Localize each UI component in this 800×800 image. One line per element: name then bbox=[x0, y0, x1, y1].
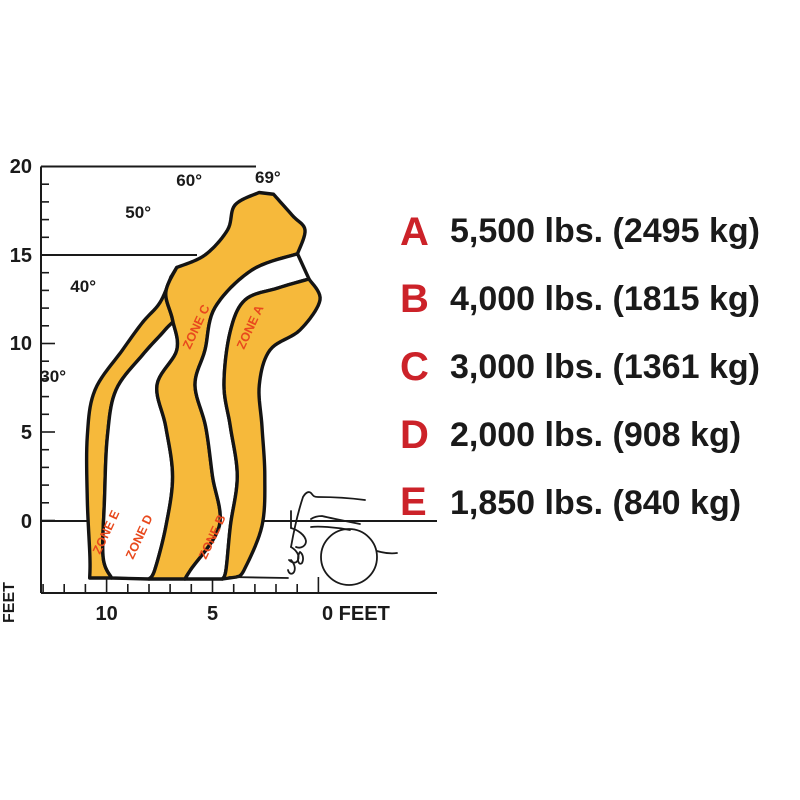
svg-text:0: 0 bbox=[21, 511, 32, 533]
svg-text:2,000 lbs. (908 kg): 2,000 lbs. (908 kg) bbox=[450, 416, 741, 454]
svg-text:4,000 lbs. (1815 kg): 4,000 lbs. (1815 kg) bbox=[450, 280, 760, 318]
svg-text:E: E bbox=[400, 480, 427, 524]
svg-text:A: A bbox=[400, 210, 429, 254]
svg-text:D: D bbox=[400, 413, 429, 457]
svg-text:30°: 30° bbox=[40, 367, 66, 386]
svg-text:B: B bbox=[400, 277, 429, 321]
svg-text:50°: 50° bbox=[125, 203, 151, 222]
svg-text:1,850 lbs. (840 kg): 1,850 lbs. (840 kg) bbox=[450, 484, 741, 522]
svg-text:40°: 40° bbox=[70, 277, 96, 296]
svg-text:C: C bbox=[400, 345, 429, 389]
svg-text:5: 5 bbox=[21, 422, 32, 444]
svg-text:FEET: FEET bbox=[1, 582, 18, 623]
svg-text:5,500 lbs. (2495 kg): 5,500 lbs. (2495 kg) bbox=[450, 212, 760, 250]
svg-text:60°: 60° bbox=[176, 171, 202, 190]
svg-text:69°: 69° bbox=[255, 168, 281, 187]
svg-text:10: 10 bbox=[95, 603, 117, 625]
svg-text:0 FEET: 0 FEET bbox=[322, 603, 390, 625]
svg-text:5: 5 bbox=[207, 603, 218, 625]
svg-text:3,000 lbs. (1361 kg): 3,000 lbs. (1361 kg) bbox=[450, 348, 760, 386]
svg-text:20: 20 bbox=[10, 156, 32, 178]
svg-text:15: 15 bbox=[10, 245, 32, 267]
svg-text:10: 10 bbox=[10, 333, 32, 355]
